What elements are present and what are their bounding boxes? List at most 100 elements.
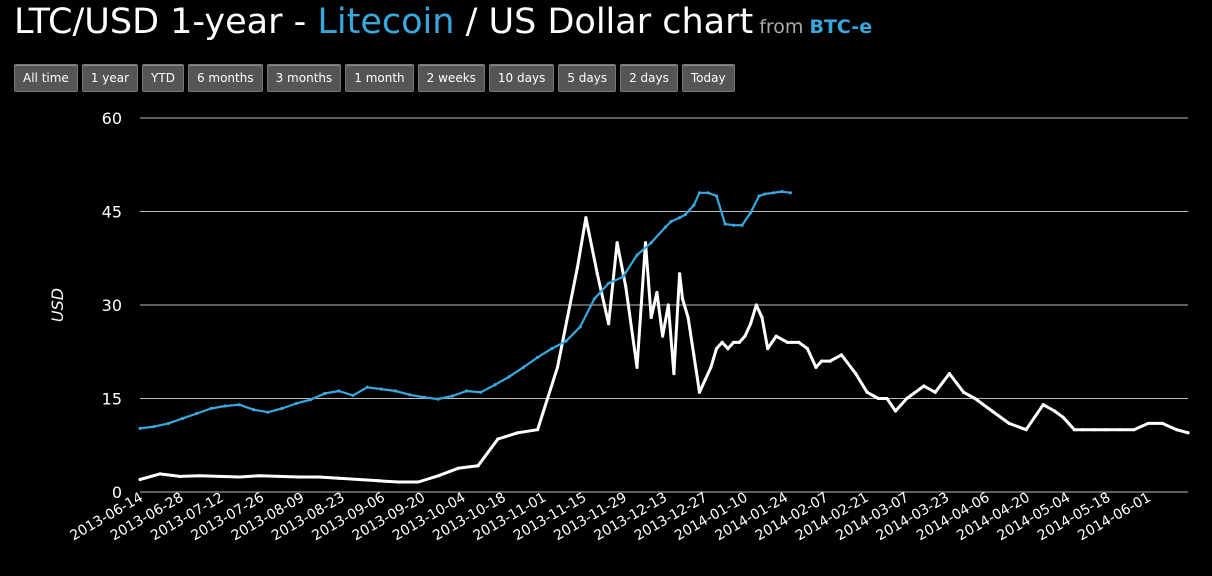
overlay-point[interactable] [152,424,156,429]
overlay-point[interactable] [678,216,682,220]
overlay-point[interactable] [351,393,355,397]
price-point[interactable] [317,475,321,479]
price-point[interactable] [678,272,682,276]
range-button-today[interactable]: Today [681,64,735,92]
price-point[interactable] [962,390,966,394]
overlay-point[interactable] [337,389,341,393]
price-point[interactable] [624,284,628,288]
price-point[interactable] [584,216,588,220]
overlay-point[interactable] [379,387,384,391]
price-point[interactable] [797,340,801,344]
price-point[interactable] [1104,428,1108,432]
range-button-6-months[interactable]: 6 months [187,64,263,92]
price-point[interactable] [237,475,242,479]
price-point[interactable] [1160,421,1165,426]
price-point[interactable] [766,347,770,351]
overlay-point[interactable] [308,398,313,402]
source-link[interactable]: BTC-e [809,16,873,38]
price-point[interactable] [876,396,881,401]
overlay-point[interactable] [731,223,736,227]
price-point[interactable] [297,475,301,479]
price-point[interactable] [749,322,753,326]
price-point[interactable] [814,365,818,369]
price-point[interactable] [1052,409,1057,413]
overlay-point[interactable] [195,411,199,416]
overlay-point[interactable] [493,383,497,387]
price-point[interactable] [1132,428,1136,432]
price-point[interactable] [138,477,142,482]
overlay-point[interactable] [422,395,426,399]
price-point[interactable] [893,409,898,413]
price-point[interactable] [575,266,579,270]
price-point[interactable] [277,474,281,479]
overlay-point[interactable] [564,339,568,343]
price-point[interactable] [217,474,222,479]
overlay-point[interactable] [592,297,597,301]
price-point[interactable] [476,464,480,468]
range-button-all-time[interactable]: All time [14,64,78,92]
price-point[interactable] [672,371,676,376]
price-point[interactable] [1072,428,1076,432]
overlay-point[interactable] [763,192,767,196]
overlay-point[interactable] [550,347,554,351]
price-point[interactable] [615,241,619,245]
price-point[interactable] [257,474,261,478]
range-button-1-month[interactable]: 1 month [345,64,414,92]
price-point[interactable] [1061,415,1065,419]
overlay-point[interactable] [578,325,582,329]
price-point[interactable] [376,479,381,483]
price-point[interactable] [933,390,937,394]
price-point[interactable] [607,322,611,326]
overlay-point[interactable] [365,385,369,389]
overlay-point[interactable] [521,365,526,369]
litecoin-link[interactable]: Litecoin [317,2,455,42]
price-point[interactable] [516,431,520,435]
price-point[interactable] [839,353,844,357]
overlay-point[interactable] [621,275,625,279]
price-point[interactable] [198,474,202,478]
overlay-point[interactable] [479,390,483,394]
price-point[interactable] [643,241,648,245]
price-point[interactable] [854,371,858,376]
price-point[interactable] [754,303,758,307]
overlay-point[interactable] [723,222,727,226]
price-point[interactable] [714,347,719,351]
range-button-2-days[interactable]: 2 days [620,64,678,92]
overlay-point[interactable] [181,416,185,421]
price-point[interactable] [655,290,659,295]
price-point[interactable] [973,396,977,401]
overlay-point[interactable] [635,253,639,257]
price-point[interactable] [743,334,747,338]
overlay-point[interactable] [394,389,398,393]
price-point[interactable] [1146,421,1150,426]
price-point[interactable] [720,340,724,344]
overlay-point[interactable] [749,211,753,215]
price-point[interactable] [1092,428,1096,432]
price-point[interactable] [1067,421,1071,426]
overlay-series-line[interactable] [139,190,791,430]
price-point[interactable] [660,334,665,338]
price-point[interactable] [760,315,764,320]
overlay-point[interactable] [408,393,412,397]
price-point[interactable] [555,365,560,369]
overlay-point[interactable] [771,191,775,195]
overlay-point[interactable] [223,404,227,408]
overlay-point[interactable] [780,189,784,194]
overlay-point[interactable] [294,401,298,406]
price-point[interactable] [1186,431,1190,435]
overlay-point[interactable] [237,403,242,407]
range-button-5-days[interactable]: 5 days [558,64,617,92]
price-point[interactable] [416,480,420,484]
range-button-1-year[interactable]: 1 year [81,64,139,92]
overlay-point[interactable] [465,389,469,393]
price-point[interactable] [1007,421,1011,426]
price-point[interactable] [785,340,790,344]
range-button-3-months[interactable]: 3 months [266,64,342,92]
price-point[interactable] [820,359,824,363]
price-point[interactable] [666,303,670,307]
overlay-point[interactable] [697,191,702,195]
overlay-point[interactable] [683,213,687,217]
overlay-point[interactable] [663,225,668,229]
price-point[interactable] [396,480,401,484]
overlay-point[interactable] [714,194,719,198]
